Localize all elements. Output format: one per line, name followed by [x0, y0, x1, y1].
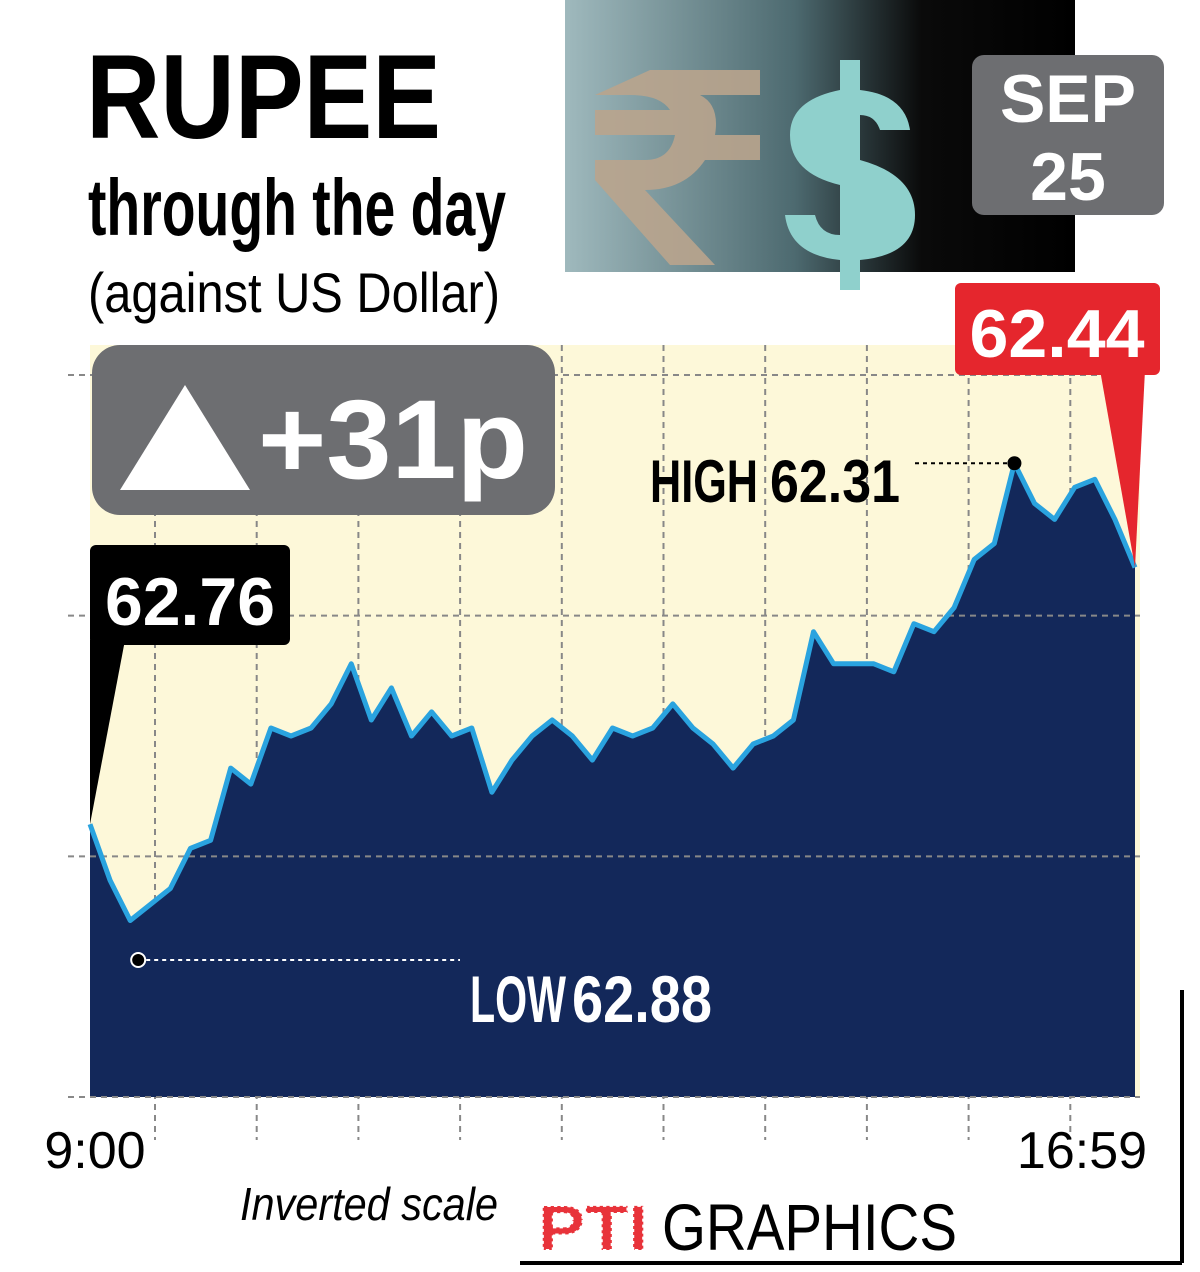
change-label: +31p — [258, 377, 528, 502]
chart-subtitle: through the day — [88, 163, 506, 252]
scale-note: Inverted scale — [240, 1178, 498, 1230]
price-line — [87, 460, 1138, 923]
overlay: +31p HIGH 62.31 LOW 62.88 62.76 62.44 — [90, 283, 1160, 1036]
high-marker — [1007, 456, 1022, 471]
low-value: 62.88 — [572, 962, 712, 1036]
start-value: 62.76 — [105, 564, 275, 640]
date-month: SEP — [1000, 61, 1136, 137]
end-pointer — [1100, 370, 1145, 568]
date-box — [972, 55, 1164, 215]
end-value: 62.44 — [970, 296, 1145, 372]
x-tick-label: 16:59 — [1017, 1122, 1147, 1180]
start-pointer — [90, 640, 125, 825]
end-box — [955, 283, 1160, 375]
source-logo: PTI — [538, 1192, 648, 1264]
dollar-shape — [785, 60, 915, 290]
low-label: LOW — [470, 962, 566, 1036]
source-name: GRAPHICS — [662, 1190, 957, 1264]
start-box — [90, 545, 290, 645]
up-arrow — [120, 385, 250, 490]
x-tick-label: 9:00 — [44, 1122, 145, 1180]
high-value: 62.31 — [770, 448, 900, 515]
date-day: 25 — [1030, 139, 1106, 215]
rupee-shape — [595, 70, 760, 265]
area-fill — [90, 463, 1135, 1097]
high-label: HIGH — [650, 448, 758, 515]
low-marker — [130, 952, 147, 968]
chart-title: RUPEE — [86, 30, 441, 164]
chart-note: (against US Dollar) — [88, 261, 500, 324]
